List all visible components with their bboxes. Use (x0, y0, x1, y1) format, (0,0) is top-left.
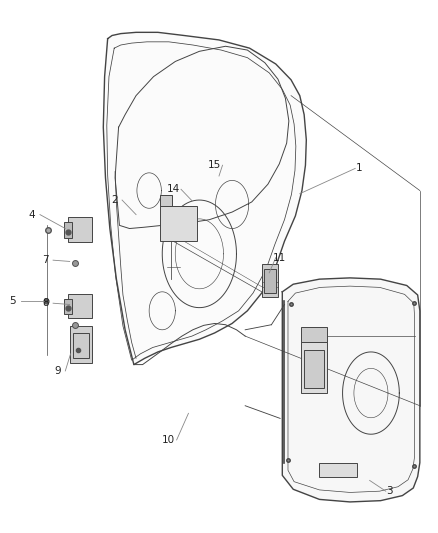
Text: 15: 15 (208, 160, 221, 170)
Text: 5: 5 (10, 296, 16, 306)
Text: 1: 1 (355, 164, 362, 173)
Text: 7: 7 (42, 255, 49, 265)
Bar (160, 206, 197, 241)
Bar (264, 269, 276, 293)
Text: 11: 11 (272, 253, 286, 263)
Bar (68, 217, 92, 243)
Bar (73, 333, 89, 358)
Text: 10: 10 (162, 435, 175, 445)
Polygon shape (103, 33, 306, 365)
Bar (160, 195, 172, 206)
Bar (319, 463, 357, 477)
Text: 3: 3 (386, 486, 392, 496)
Text: 2: 2 (111, 195, 117, 205)
Text: 4: 4 (29, 209, 35, 220)
Bar (301, 342, 327, 393)
Polygon shape (283, 278, 420, 502)
Bar (304, 350, 324, 388)
Text: 9: 9 (54, 366, 61, 376)
Bar (64, 222, 72, 238)
Bar (68, 294, 92, 318)
Text: 14: 14 (166, 184, 180, 195)
Bar (262, 264, 279, 297)
Bar (64, 299, 72, 314)
Bar (70, 326, 92, 362)
Text: 8: 8 (42, 298, 49, 308)
Bar (301, 327, 327, 342)
